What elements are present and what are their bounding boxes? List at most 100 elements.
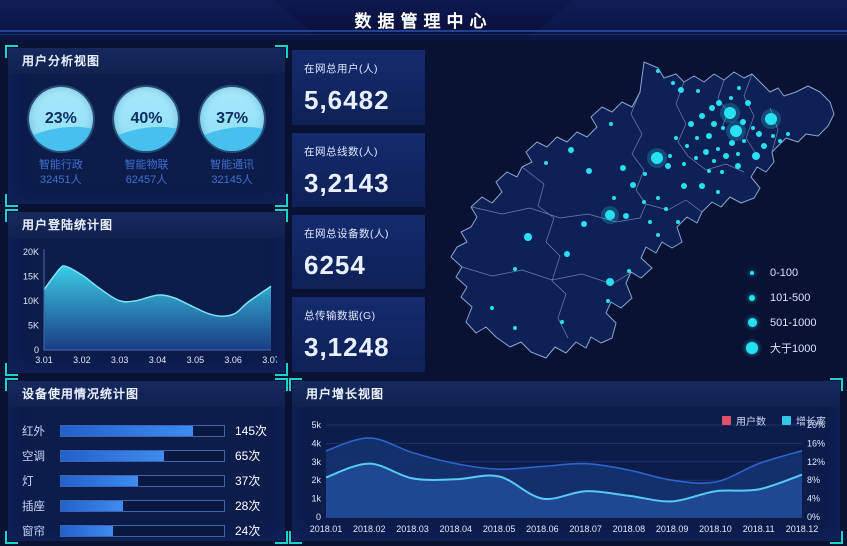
bar-track [60,449,225,462]
bar-row-ac: 空调 65次 [22,447,277,464]
corner-bracket-icon [5,194,18,207]
growth-area-chart: 0 0% 1k 4% 2k 8% 3k 12% 4k 16% 5k 20% 2018.01 2018.02… [310,420,825,534]
stat-value: 5,6482 [304,85,390,115]
bar-fill [61,450,164,461]
gauge-percent: 37% [216,110,249,127]
stat-label: 在网总设备数(人) [304,228,389,240]
corner-bracket-icon [275,209,288,222]
gauge-iot: 40% 智能物联 62457人 [106,87,186,188]
svg-text:3.03: 3.03 [111,355,129,365]
map-legend-item[interactable]: 501-1000 [744,310,844,335]
bar-value: 145次 [235,424,268,438]
bubble-size-icon [749,294,755,301]
svg-text:10K: 10K [23,296,39,306]
bar-row-curtain: 窗帘 24次 [22,522,277,539]
stat-card-total-users: 在网总用户(人) 5,6482 [292,50,425,125]
map-data-dots [490,69,790,330]
svg-text:20%: 20% [807,420,825,430]
gauge-label: 智能物联 [124,159,169,171]
svg-text:0: 0 [34,345,39,355]
bar-track [60,499,225,512]
svg-text:3k: 3k [311,457,321,467]
svg-text:20K: 20K [23,247,39,257]
corner-bracket-icon [5,363,18,376]
liquid-gauge-icon: 40% [114,87,179,151]
bar-value: 37次 [235,474,261,488]
svg-text:3.06: 3.06 [224,355,242,365]
panel-title-device-usage: 设备使用情况统计图 [8,381,285,407]
corner-bracket-icon [289,378,302,391]
stat-card-total-data: 总传输数据(G) 3,1248 [292,297,425,372]
corner-bracket-icon [5,531,18,544]
svg-text:3.01: 3.01 [35,355,53,365]
svg-text:8%: 8% [807,475,820,485]
svg-text:15K: 15K [23,272,39,282]
bar-value: 65次 [235,449,261,463]
map-legend-label: 0-100 [770,266,799,279]
svg-text:0%: 0% [807,512,820,522]
map-legend-item[interactable]: 0-100 [744,260,844,285]
header: 数据管理中心 [0,0,847,40]
map-legend-label: 大于1000 [770,342,817,355]
bar-fill [61,475,138,486]
svg-text:0: 0 [316,512,321,522]
gauge-label: 智能行政 [38,159,83,171]
bar-label: 插座 [22,500,45,513]
bar-row-socket: 插座 28次 [22,497,277,514]
legend-swatch-icon [722,416,731,425]
bar-value: 28次 [235,499,261,513]
bar-fill [61,500,123,511]
stat-card-total-devices: 在网总设备数(人) 6254 [292,215,425,289]
svg-text:2018.06: 2018.06 [526,524,559,534]
stat-value: 3,1248 [304,332,390,362]
login-area-chart: 0 5K 10K 15K 20K 3.01 3.02 3.03 3.04 3.05 3.06 3.07 [23,247,277,365]
svg-text:2018.04: 2018.04 [440,524,473,534]
header-divider [0,30,847,32]
legend-item-users[interactable]: 用户数 [722,413,766,428]
bar-label: 空调 [22,450,45,463]
svg-text:3.05: 3.05 [187,355,205,365]
svg-text:2k: 2k [311,475,321,485]
corner-bracket-icon [275,363,288,376]
corner-bracket-icon [5,45,18,58]
legend-label: 用户数 [736,417,766,428]
panel-login-stats: 用户登陆统计图 0 5K 10K 15K 20K 3.01 3.02 3.03 3.04 3.05… [5,209,288,376]
svg-text:2018.03: 2018.03 [396,524,429,534]
gauge-comm: 37% 智能通讯 32145人 [192,87,272,188]
map-legend-item[interactable]: 101-500 [744,285,844,310]
bar-label: 红外 [22,425,45,438]
svg-text:5K: 5K [28,321,39,331]
gauge-count: 32145人 [211,174,253,186]
svg-text:3.04: 3.04 [149,355,167,365]
gauge-admin: 23% 智能行政 32451人 [21,87,101,188]
corner-bracket-icon [275,194,288,207]
svg-text:3.07: 3.07 [262,355,277,365]
map-legend-label: 501-1000 [770,316,817,329]
region-bubble-map [450,61,835,359]
header-divider-2 [0,34,847,35]
bar-row-infrared: 红外 145次 [22,422,277,439]
bubble-size-icon [750,270,754,275]
panel-user-analysis: 用户分析视图 23% 智能行政 32451人 40% 智能物联 62457人 3… [5,45,288,207]
corner-bracket-icon [289,531,302,544]
bar-row-light: 灯 37次 [22,472,277,489]
bar-fill [61,525,114,536]
map-legend-label: 101-500 [770,291,811,304]
svg-text:4k: 4k [311,438,321,448]
svg-text:16%: 16% [807,438,825,448]
svg-text:2018.12: 2018.12 [786,524,819,534]
liquid-gauge-icon: 23% [28,87,93,151]
svg-text:2018.08: 2018.08 [613,524,646,534]
corner-bracket-icon [275,378,288,391]
bar-value: 24次 [235,524,261,538]
corner-bracket-icon [275,45,288,58]
svg-text:1k: 1k [311,494,321,504]
stat-label: 在网总用户(人) [304,63,378,75]
stat-label: 在网总线数(人) [304,146,378,158]
svg-text:2018.11: 2018.11 [743,524,775,534]
bar-label: 灯 [22,475,34,488]
map-legend: 0-100 101-500 501-1000 大于1000 [744,260,844,360]
svg-text:2018.09: 2018.09 [656,524,689,534]
map-legend-item[interactable]: 大于1000 [744,335,844,360]
legend-item-growth-rate[interactable]: 增长率 [782,413,826,428]
